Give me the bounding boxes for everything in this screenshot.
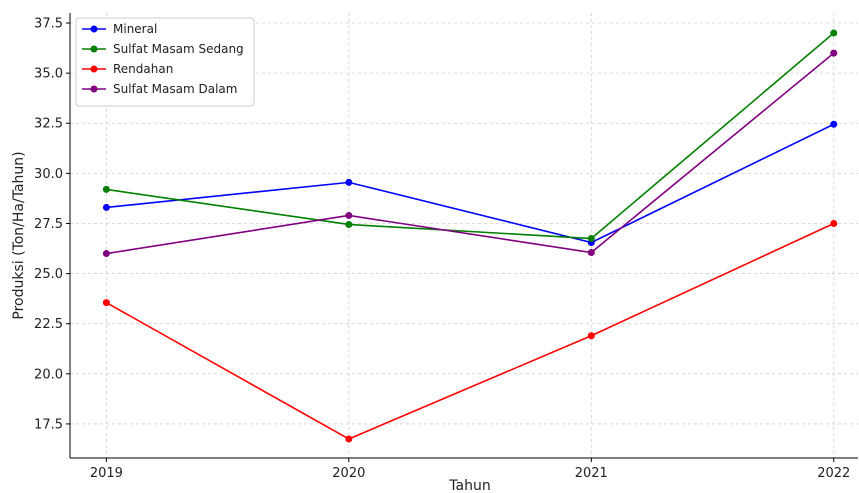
series-line-mineral <box>106 123 835 244</box>
point-rendahan-2021 <box>587 332 595 340</box>
x-ticks: 2019 2020 2021 2022 <box>90 458 850 481</box>
series-lines <box>105 32 835 440</box>
x-tick-label: 2019 <box>90 466 123 481</box>
point-sulfat-masam-sedang-2022 <box>830 29 838 37</box>
legend-marker-sulfat-masam-sedang <box>90 45 98 53</box>
legend-label-sulfat-masam-dalam: Sulfat Masam Dalam <box>113 82 237 96</box>
point-mineral-2020 <box>345 178 353 186</box>
legend-marker-sulfat-masam-dalam <box>90 85 98 93</box>
y-tick-label: 35.0 <box>34 67 63 82</box>
y-tick-label: 25.0 <box>34 267 63 282</box>
point-sulfat-masam-sedang-2021 <box>587 235 595 243</box>
series-points <box>102 29 838 443</box>
point-mineral-2022 <box>830 120 838 128</box>
y-tick-label: 17.5 <box>34 417 63 432</box>
point-mineral-2019 <box>102 203 110 211</box>
y-tick-label: 30.0 <box>34 167 63 182</box>
y-ticks: 17.5 20.0 22.5 25.0 27.5 30.0 32.5 35.0 37.5 <box>34 17 70 432</box>
legend-marker-mineral <box>90 25 98 33</box>
point-rendahan-2022 <box>830 219 838 227</box>
legend: Mineral Sulfat Masam Sedang Rendahan Sulfat… <box>75 17 255 107</box>
y-tick-label: 27.5 <box>34 217 63 232</box>
series-line-rendahan <box>105 222 835 440</box>
y-tick-label: 20.0 <box>34 367 63 382</box>
y-tick-label: 32.5 <box>34 117 63 132</box>
point-rendahan-2019 <box>102 299 110 307</box>
y-axis-label: Produksi (Ton/Ha/Tahun) <box>11 151 27 319</box>
series-line-sulfat-masam-sedang <box>106 32 835 240</box>
legend-marker-rendahan <box>90 65 98 73</box>
point-sulfat-masam-dalam-2021 <box>587 249 595 257</box>
point-sulfat-masam-dalam-2020 <box>345 211 353 219</box>
legend-label-mineral: Mineral <box>113 22 157 36</box>
y-tick-label: 37.5 <box>34 17 63 32</box>
point-rendahan-2020 <box>345 435 353 443</box>
x-tick-label: 2021 <box>575 466 608 481</box>
point-sulfat-masam-sedang-2020 <box>345 220 353 228</box>
y-tick-label: 22.5 <box>34 317 63 332</box>
point-sulfat-masam-sedang-2019 <box>102 185 110 193</box>
legend-label-rendahan: Rendahan <box>113 62 173 76</box>
legend-label-sulfat-masam-sedang: Sulfat Masam Sedang <box>113 42 244 56</box>
point-sulfat-masam-dalam-2019 <box>102 250 110 258</box>
x-tick-label: 2022 <box>817 466 850 481</box>
x-tick-label: 2020 <box>332 466 365 481</box>
legend-box <box>75 17 255 107</box>
axes <box>69 13 858 459</box>
x-axis-label: Tahun <box>448 478 490 493</box>
series-line-sulfat-masam-dalam <box>106 52 835 255</box>
point-sulfat-masam-dalam-2022 <box>830 49 838 57</box>
